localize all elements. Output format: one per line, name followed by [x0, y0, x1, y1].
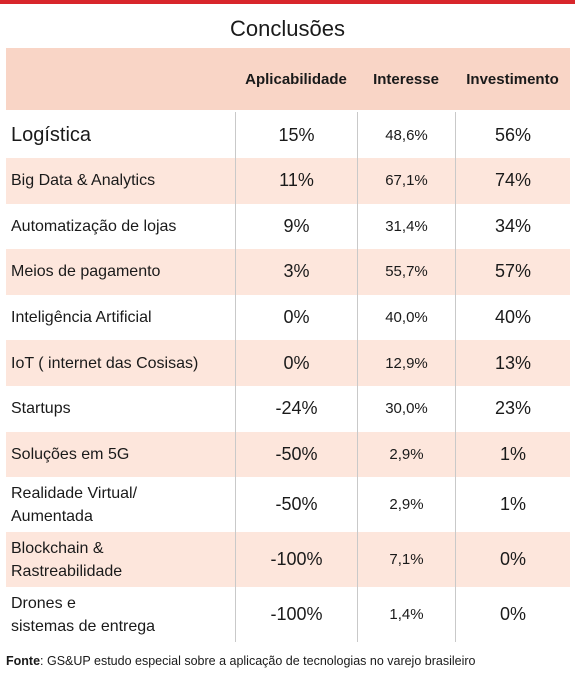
value-cell: 1% — [455, 431, 570, 478]
value-cell: 56% — [455, 112, 570, 158]
footer: Fonte: GS&UP estudo especial sobre a apl… — [6, 654, 475, 668]
row-label: Automatização de lojas — [11, 217, 177, 235]
table: Aplicabilidade Interesse Investimento Lo… — [6, 48, 570, 643]
row-label: Big Data & Analytics — [11, 172, 156, 190]
table-row: Meios de pagamento 3% 55,7% 57% — [6, 249, 570, 295]
header-cell — [6, 48, 235, 110]
row-label: IoT ( internet das Cosisas) — [11, 354, 199, 372]
table-row: Inteligência Artificial 0% 40,0% 40% — [6, 294, 570, 341]
header-cell: Interesse — [373, 70, 439, 88]
value-cell: -50% — [235, 477, 357, 533]
header-row: Aplicabilidade Interesse Investimento — [6, 48, 570, 110]
row-label: Realidade Virtual/ Aumentada — [11, 484, 138, 525]
value-cell: 7,1% — [357, 532, 455, 588]
value-cell: 11% — [235, 158, 357, 204]
value-cell: 0% — [235, 294, 357, 341]
table-row: Soluções em 5G -50% 2,9% 1% — [6, 431, 570, 478]
value-cell: 12,9% — [357, 340, 455, 386]
value-cell: 3% — [235, 249, 357, 295]
value-cell: -100% — [235, 587, 357, 643]
value-cell: 40,0% — [357, 294, 455, 341]
header-cell: Aplicabilidade — [245, 70, 347, 88]
title: Conclusões — [230, 16, 345, 41]
row-label: Inteligência Artificial — [11, 309, 152, 327]
value-cell: 57% — [455, 249, 570, 295]
top-bar — [0, 0, 575, 4]
table-row: IoT ( internet das Cosisas) 0% 12,9% 13% — [6, 340, 570, 386]
value-cell: 23% — [455, 385, 570, 432]
value-cell: 1,4% — [357, 587, 455, 643]
value-cell: 30,0% — [357, 385, 455, 432]
row-label: Meios de pagamento — [11, 263, 161, 281]
row-label: Logística — [11, 123, 92, 146]
value-cell: 0% — [455, 587, 570, 643]
value-cell: 40% — [455, 294, 570, 341]
row-label: Blockchain & Rastreabilidade — [11, 539, 123, 580]
value-cell: -24% — [235, 385, 357, 432]
footer-text: : GS&UP estudo especial sobre a aplicaçã… — [40, 654, 476, 668]
row-label: Soluções em 5G — [11, 445, 130, 463]
table-row: Blockchain & Rastreabilidade -100% 7,1% 0% — [6, 532, 570, 588]
value-cell: 31,4% — [357, 203, 455, 250]
value-cell: 2,9% — [357, 477, 455, 533]
value-cell: 0% — [235, 340, 357, 386]
value-cell: 1% — [455, 477, 570, 533]
value-cell: -50% — [235, 431, 357, 478]
table-row: Logística 15% 48,6% 56% — [6, 112, 570, 158]
value-cell: 48,6% — [357, 112, 455, 158]
table-row: Realidade Virtual/ Aumentada -50% 2,9% 1% — [6, 477, 570, 533]
value-cell: 2,9% — [357, 431, 455, 478]
value-cell: 15% — [235, 112, 357, 158]
table-row: Startups -24% 30,0% 23% — [6, 385, 570, 432]
row-label: Startups — [11, 400, 71, 418]
value-cell: 9% — [235, 203, 357, 250]
footer-label: Fonte — [6, 654, 41, 668]
value-cell: 34% — [455, 203, 570, 250]
table-row: Big Data & Analytics 11% 67,1% 74% — [6, 158, 570, 204]
value-cell: 55,7% — [357, 249, 455, 295]
table-row: Automatização de lojas 9% 31,4% 34% — [6, 203, 570, 250]
value-cell: 13% — [455, 340, 570, 386]
value-cell: 67,1% — [357, 158, 455, 204]
header-cell: Investimento — [466, 70, 559, 88]
value-cell: 74% — [455, 158, 570, 204]
table-row: Drones e sistemas de entrega -100% 1,4% 0% — [6, 587, 570, 643]
value-cell: -100% — [235, 532, 357, 588]
row-label: Drones e sistemas de entrega — [11, 594, 156, 635]
value-cell: 0% — [455, 532, 570, 588]
